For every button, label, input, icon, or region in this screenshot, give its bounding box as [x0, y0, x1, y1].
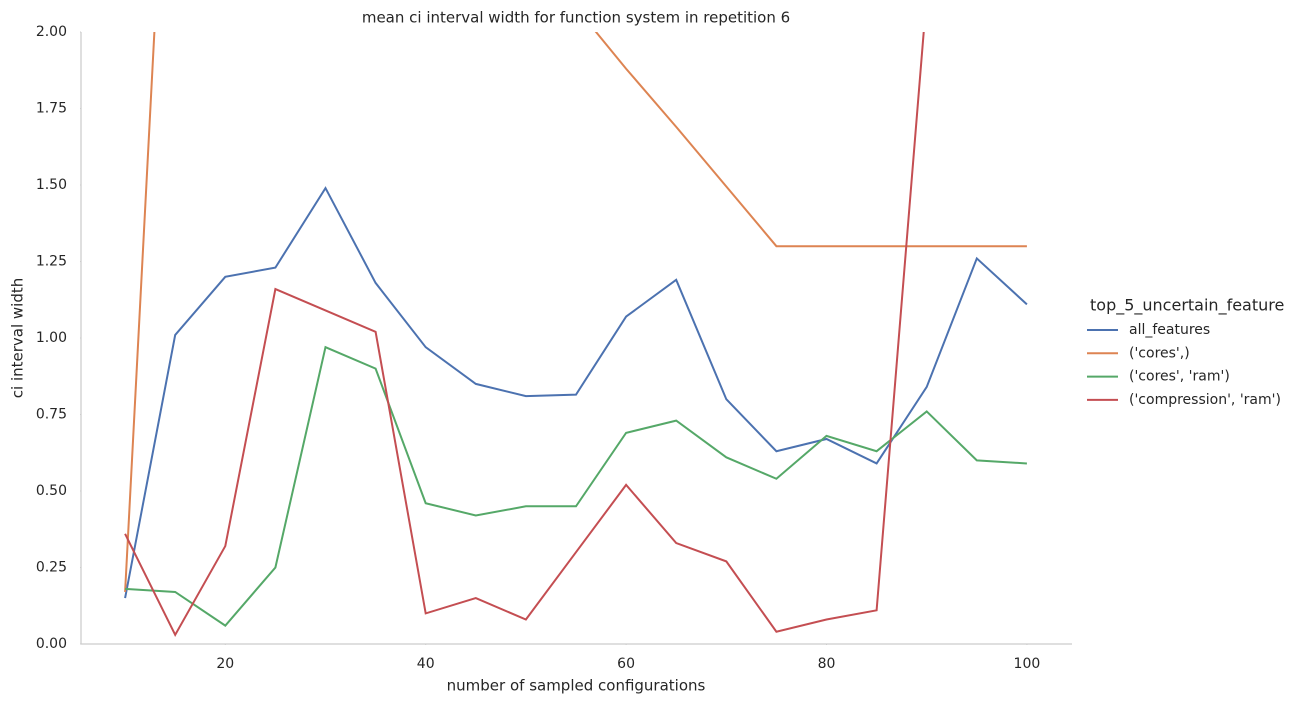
legend-title: top_5_uncertain_feature [1090, 296, 1284, 316]
y-tick-label: 2.00 [36, 24, 67, 40]
plot-area [124, 32, 1028, 637]
y-tick-label: 1.50 [36, 177, 67, 193]
series-line [125, 345, 1027, 627]
legend-label: ('cores',) [1129, 345, 1190, 361]
legend-label: ('cores', 'ram') [1129, 369, 1230, 385]
legend-label: ('compression', 'ram') [1129, 392, 1281, 408]
y-tick-label: 1.25 [36, 254, 67, 270]
series-line [124, 186, 1028, 599]
x-tick-label: 60 [617, 656, 635, 672]
y-tick-label: 1.75 [36, 101, 67, 117]
y-axis-label: ci interval width [9, 278, 27, 398]
x-axis-label: number of sampled configurations [447, 677, 706, 695]
chart-title: mean ci interval width for function syst… [362, 9, 790, 27]
legend-label: all_features [1129, 322, 1210, 338]
x-tick-label: 80 [818, 656, 836, 672]
series-line [124, 32, 1027, 593]
y-tick-label: 0.50 [36, 483, 67, 499]
x-tick-label: 20 [216, 656, 234, 672]
y-tick-label: 0.00 [36, 636, 67, 652]
y-tick-label: 1.00 [36, 330, 67, 346]
x-tick-label: 40 [417, 656, 435, 672]
y-tick-label: 0.75 [36, 407, 67, 423]
series-line [124, 32, 925, 637]
y-tick-label: 0.25 [36, 560, 67, 576]
x-tick-label: 100 [1014, 656, 1041, 672]
